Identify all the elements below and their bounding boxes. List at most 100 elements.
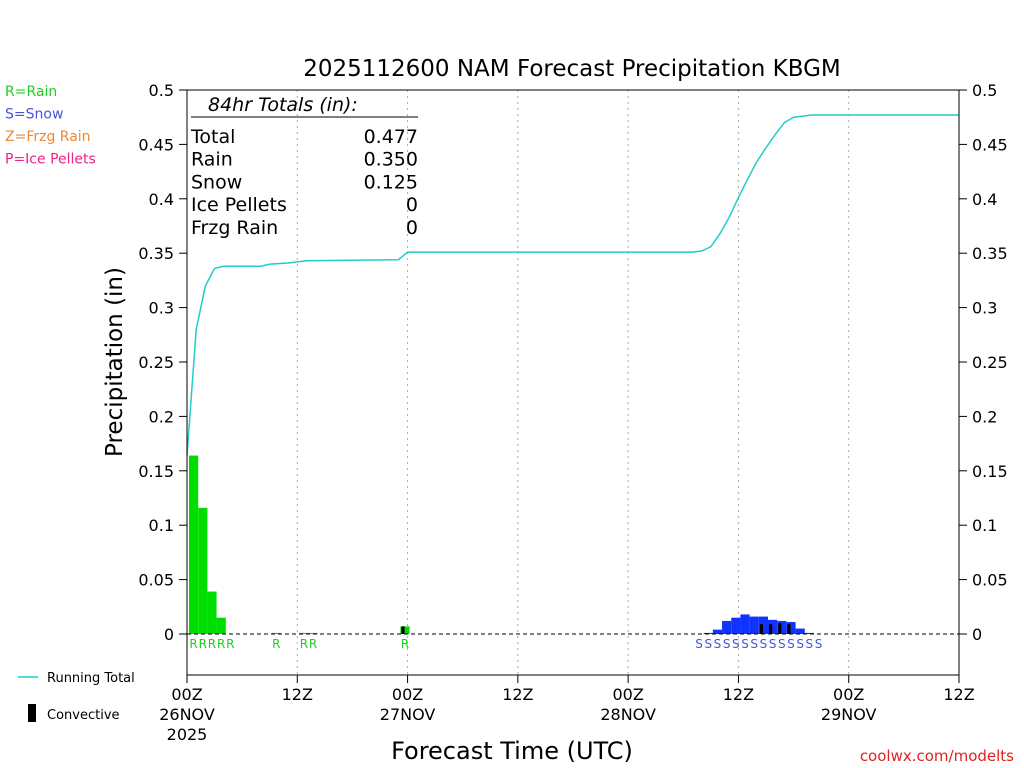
snow-type-label: S: [741, 637, 749, 651]
y-tick-label-left: 0.15: [138, 462, 174, 481]
rain-bar: [207, 591, 217, 634]
rain-type-label: R: [401, 637, 409, 651]
y-axis-ticks: 0.5 0.5 0.45 0.45 0.4 0.4 0.35 0.35 0.3 0.3 0.25 0.…: [138, 81, 1007, 644]
rain-type-label: R: [217, 637, 225, 651]
x-tick-label: 12Z: [723, 685, 754, 704]
running-total-line: [186, 114, 959, 456]
totals-value: 0: [406, 194, 418, 216]
y-tick-label-left: 0.25: [138, 353, 174, 372]
x-axis-label: Forecast Time (UTC): [391, 737, 633, 765]
y-tick-label-left: 0.5: [149, 81, 174, 100]
type-legend-item: R=Rain: [5, 84, 57, 100]
snow-bar: [740, 614, 750, 634]
y-tick-label-left: 0.4: [149, 190, 174, 209]
plot-frame: [186, 89, 960, 676]
y-tick-label-right: 0.15: [972, 462, 1008, 481]
snow-type-label: S: [806, 637, 814, 651]
rain-bar: [400, 626, 410, 634]
snow-bar: [731, 617, 741, 634]
x-tick-label: 12Z: [282, 685, 313, 704]
snow-bar: [768, 619, 778, 634]
totals-label: Ice Pellets: [191, 194, 287, 216]
snow-bar: [758, 616, 768, 634]
convective-bar: [769, 624, 773, 634]
x-tick-label: 00Z: [392, 685, 423, 704]
snow-bar: [786, 622, 796, 634]
credit-text: coolwx.com/modelts: [860, 747, 1014, 765]
chart-title: 2025112600 NAM Forecast Precipitation KB…: [303, 56, 841, 82]
rain-type-label: R: [309, 637, 317, 651]
rain-type-label: R: [272, 637, 280, 651]
totals-header: 84hr Totals (in):: [208, 94, 358, 116]
snow-type-label: S: [732, 637, 740, 651]
y-tick-label-left: 0.2: [149, 407, 174, 426]
totals-value: 0: [406, 217, 418, 239]
snow-type-label: S: [723, 637, 731, 651]
snow-type-label: S: [815, 637, 823, 651]
convective-bar: [759, 624, 764, 634]
convective-legend-swatch: [28, 704, 36, 722]
totals-value: 0.125: [364, 171, 418, 193]
y-tick-label-left: 0.05: [138, 571, 174, 590]
snow-bar: [804, 632, 814, 634]
x-tick-label: 00Z: [833, 685, 864, 704]
x-tick-label: 00Z: [171, 685, 202, 704]
snow-type-label: S: [695, 637, 703, 651]
snow-bar: [795, 628, 805, 634]
type-legend-item: S=Snow: [5, 107, 63, 123]
snow-type-label: S: [704, 637, 712, 651]
totals-label: Snow: [191, 171, 242, 193]
type-legend-item: P=Ice Pellets: [5, 152, 96, 168]
y-tick-label-right: 0.2: [972, 407, 997, 426]
convective-legend-label: Convective: [47, 708, 120, 723]
snow-bar: [722, 620, 732, 634]
snow-type-label: S: [714, 637, 722, 651]
totals-label: Total: [190, 126, 235, 148]
snow-bar: [777, 620, 787, 634]
type-legend-item: Z=Frzg Rain: [5, 129, 91, 145]
totals-label: Rain: [191, 149, 233, 171]
y-tick-label-right: 0.1: [972, 516, 997, 535]
running-total-legend-label: Running Total: [47, 671, 135, 686]
convective-bar: [778, 623, 782, 634]
y-tick-label-right: 0.5: [972, 81, 997, 100]
rain-bar: [308, 632, 318, 634]
y-tick-label-right: 0.35: [972, 244, 1008, 263]
snow-bar: [712, 629, 723, 634]
y-tick-label-right: 0.25: [972, 353, 1008, 372]
rain-bar: [271, 632, 281, 634]
totals-box: 84hr Totals (in): Total 0.477 Rain 0.350 Sno…: [190, 94, 418, 239]
x-tick-label: 00Z: [612, 685, 643, 704]
snow-bar: [703, 632, 713, 634]
snow-type-label: S: [750, 637, 758, 651]
series-legend: Running Total Convective: [18, 671, 135, 723]
rain-bar: [299, 632, 309, 634]
rain-type-label: R: [208, 637, 216, 651]
y-tick-label-right: 0.05: [972, 571, 1008, 590]
gridlines: [296, 90, 850, 675]
x-tick-date-label: 29NOV: [821, 705, 877, 724]
y-tick-label-left: 0.35: [138, 244, 174, 263]
x-tick-label: 12Z: [502, 685, 533, 704]
y-axis-label: Precipitation (in): [102, 267, 128, 457]
y-tick-label-left: 0.3: [149, 299, 174, 318]
snow-bar: [749, 616, 759, 634]
totals-value: 0.350: [364, 149, 418, 171]
snow-type-label: S: [796, 637, 804, 651]
totals-rows: Total 0.477 Rain 0.350 Snow 0.125 Ice Pellets 0…: [190, 126, 418, 239]
y-tick-label-left: 0.45: [138, 135, 174, 154]
rain-bar: [198, 507, 208, 634]
rain-bar: [216, 617, 226, 634]
snow-type-label: S: [760, 637, 768, 651]
rain-type-label: R: [300, 637, 308, 651]
snow-type-label: S: [778, 637, 786, 651]
y-tick-label-right: 0.3: [972, 299, 997, 318]
y-tick-label-right: 0: [972, 625, 982, 644]
y-tick-label-right: 0.4: [972, 190, 997, 209]
snow-type-label: S: [769, 637, 777, 651]
rain-type-label: R: [226, 637, 234, 651]
x-tick-date-label: 26NOV: [159, 705, 215, 724]
totals-value: 0.477: [364, 126, 418, 148]
rain-bar: [189, 455, 199, 634]
